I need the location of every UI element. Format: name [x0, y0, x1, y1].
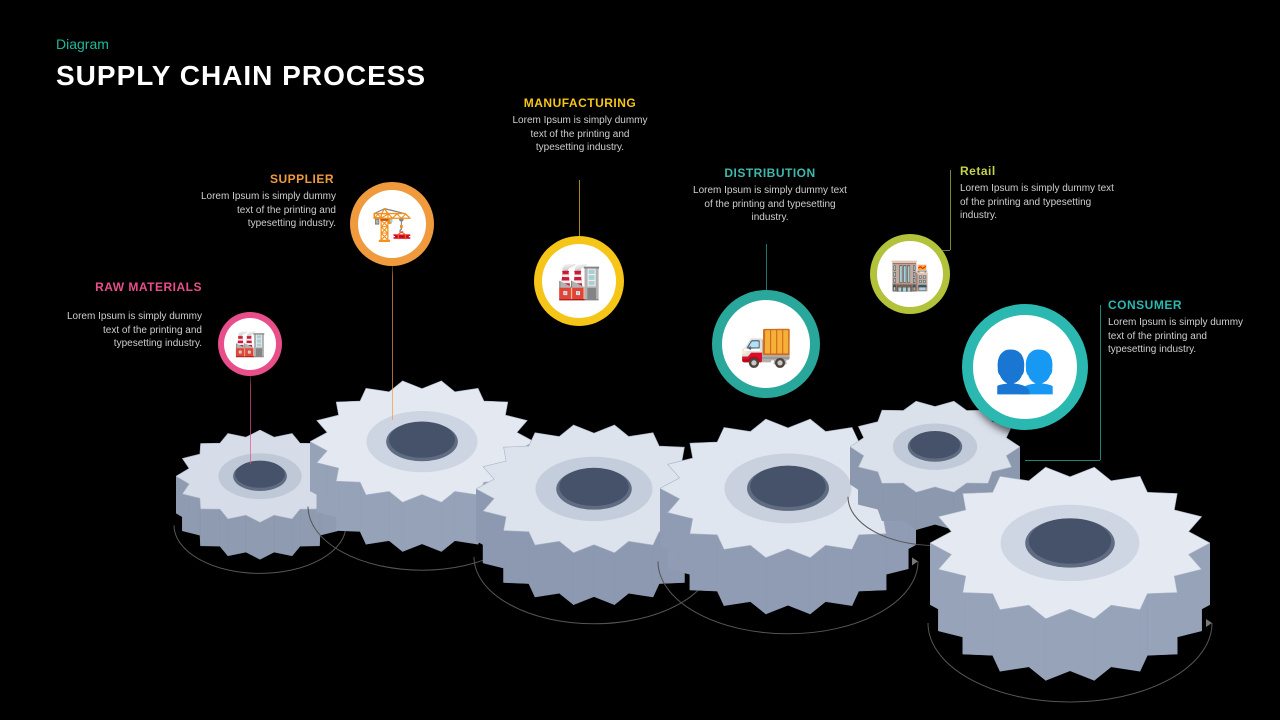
label-supplier: SUPPLIER: [214, 172, 334, 186]
desc-raw-materials: Lorem Ipsum is simply dummy text of the …: [62, 310, 202, 351]
connector-manufacturing: [579, 180, 580, 236]
slide-title: SUPPLY CHAIN PROCESS: [56, 60, 426, 92]
retail-icon: 🏬: [877, 241, 943, 307]
desc-manufacturing: Lorem Ipsum is simply dummy text of the …: [508, 114, 652, 155]
supplier-icon: 🏗️: [358, 190, 427, 259]
slide-header: Diagram SUPPLY CHAIN PROCESS: [56, 36, 426, 92]
connector-h-consumer: [1025, 460, 1100, 461]
connector-consumer: [1100, 305, 1101, 460]
label-manufacturing: MANUFACTURING: [500, 96, 660, 110]
desc-retail: Lorem Ipsum is simply dummy text of the …: [960, 182, 1124, 223]
desc-supplier: Lorem Ipsum is simply dummy text of the …: [196, 190, 336, 231]
badge-consumer: 👥: [962, 304, 1088, 430]
desc-distribution: Lorem Ipsum is simply dummy text of the …: [688, 184, 852, 225]
badge-manufacturing: 🏭: [534, 236, 624, 326]
connector-retail: [950, 170, 951, 250]
gear-arrow-6: [922, 539, 1218, 707]
label-retail: Retail: [960, 164, 1120, 178]
badge-supplier: 🏗️: [350, 182, 434, 266]
raw-materials-icon: 🏭: [224, 318, 277, 371]
manufacturing-icon: 🏭: [542, 244, 616, 318]
badge-distribution: 🚚: [712, 290, 820, 398]
label-raw-materials: RAW MATERIALS: [82, 280, 202, 294]
pre-title: Diagram: [56, 36, 426, 52]
connector-supplier: [392, 266, 393, 420]
connector-distribution: [766, 244, 767, 290]
badge-raw-materials: 🏭: [218, 312, 282, 376]
consumer-icon: 👥: [973, 315, 1076, 418]
badge-retail: 🏬: [870, 234, 950, 314]
label-distribution: DISTRIBUTION: [690, 166, 850, 180]
desc-consumer: Lorem Ipsum is simply dummy text of the …: [1108, 316, 1258, 357]
label-consumer: CONSUMER: [1108, 298, 1248, 312]
connector-raw-materials: [250, 376, 251, 464]
distribution-icon: 🚚: [722, 300, 811, 389]
